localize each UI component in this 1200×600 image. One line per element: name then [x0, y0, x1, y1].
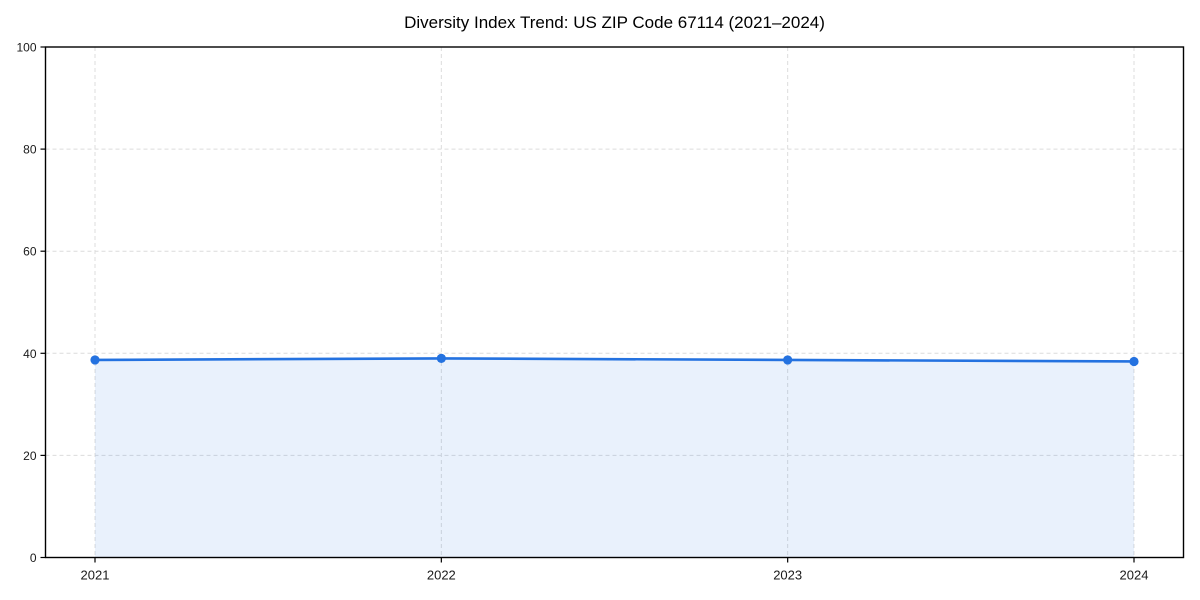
y-tick-label-0: 0 — [30, 551, 37, 565]
area-fill — [95, 358, 1134, 558]
data-point-2024 — [1129, 356, 1139, 367]
x-tick-label-2024: 2024 — [1120, 568, 1149, 583]
y-tick-label-20: 20 — [23, 449, 37, 463]
plot-area-border — [44, 46, 1185, 559]
data-point-2023 — [783, 355, 793, 365]
data-point-2021 — [90, 355, 100, 365]
y-tick-label-80: 80 — [23, 143, 37, 157]
trend-line — [93, 357, 1136, 363]
chart-title: Diversity Index Trend: US ZIP Code 67114… — [404, 13, 825, 32]
y-tick-label-60: 60 — [23, 245, 37, 259]
x-tick-label-2023: 2023 — [773, 568, 802, 583]
x-tick-label-2021: 2021 — [81, 568, 110, 583]
data-point-2022 — [436, 353, 446, 364]
x-tick-label-2022: 2022 — [427, 568, 456, 583]
y-tick-label-40: 40 — [23, 347, 37, 361]
y-tick-label-100: 100 — [16, 41, 36, 55]
